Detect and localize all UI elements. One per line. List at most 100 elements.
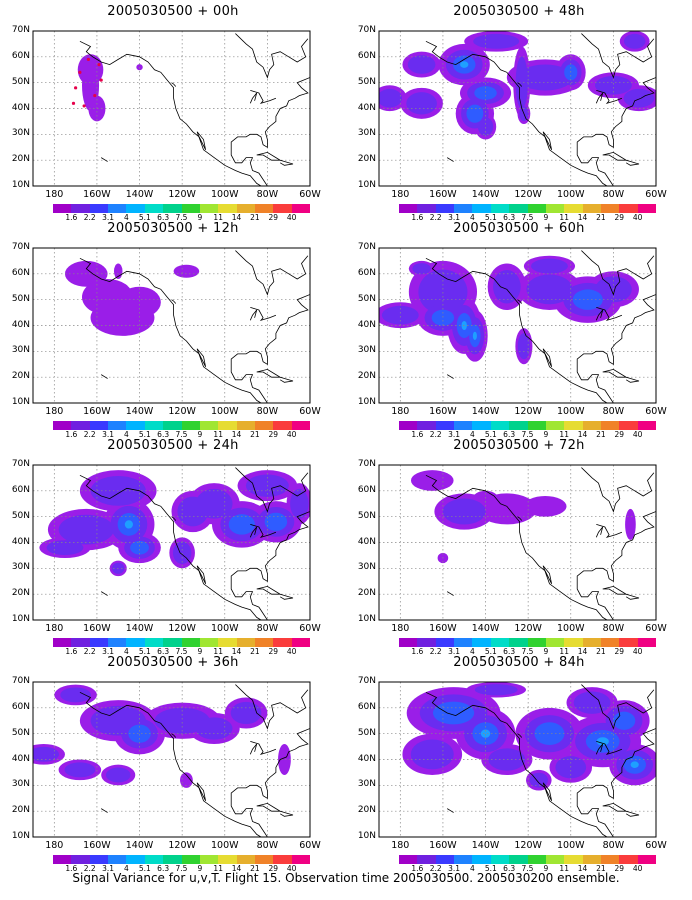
colorbar-label: 21	[596, 213, 606, 222]
colorbar-swatch	[254, 204, 274, 213]
variance-contour	[418, 269, 468, 315]
x-tick-label: 60W	[299, 840, 321, 851]
x-tick-label: 100W	[557, 623, 585, 634]
map-plot	[378, 30, 657, 187]
colorbar-label: 40	[632, 213, 643, 222]
y-tick-label: 60N	[357, 484, 376, 495]
colorbar-swatch	[108, 421, 127, 430]
colorbar-label: 1.6	[65, 213, 78, 222]
x-tick-label: 140W	[471, 840, 500, 851]
colorbar-swatch	[291, 421, 311, 430]
coastline	[446, 808, 454, 813]
variance-contour	[630, 761, 639, 768]
coastline	[581, 33, 655, 79]
observation-dot	[82, 104, 86, 108]
y-tick-label: 60N	[357, 701, 376, 712]
variance-contour	[410, 739, 454, 770]
colorbar-label: 29	[614, 213, 625, 222]
coastline	[595, 743, 604, 755]
colorbar	[53, 204, 311, 213]
colorbar-label: 21	[250, 430, 260, 439]
variance-contour	[472, 331, 477, 340]
colorbar-swatch	[126, 204, 145, 213]
colorbar-label: 29	[614, 430, 625, 439]
coastline	[235, 33, 309, 79]
colorbar-swatch	[564, 855, 583, 864]
colorbar-label: 4	[470, 430, 475, 439]
map-panel: 2005030500 + 60h 70N 60N 50N 40N 30N 20N 10N 180…	[346, 217, 692, 439]
colorbar-label: 1.6	[411, 430, 424, 439]
colorbar-label: 1.6	[411, 647, 424, 656]
x-tick-label: 140W	[471, 189, 500, 200]
y-tick-label: 10N	[11, 831, 30, 841]
x-tick-label: 160W	[429, 840, 457, 851]
colorbar-swatch	[254, 855, 274, 864]
colorbar-label: 14	[577, 213, 588, 222]
variance-contour	[128, 724, 151, 743]
coastline	[517, 733, 523, 738]
y-tick-label: 60N	[11, 701, 30, 712]
map-panel: 2005030500 + 36h 70N 60N 50N 40N 30N 20N 10N 180…	[0, 651, 346, 873]
x-tick-label: 120W	[514, 840, 542, 851]
coastline	[625, 810, 640, 817]
colorbar-label: 21	[250, 213, 260, 222]
variance-contour	[381, 305, 419, 325]
variance-contour	[477, 117, 494, 136]
y-tick-label: 10N	[11, 397, 30, 407]
coastline	[425, 474, 609, 620]
map-plot	[378, 247, 657, 404]
map-frame	[378, 30, 657, 187]
colorbar-label: 14	[231, 213, 242, 222]
y-tick-label: 50N	[357, 76, 376, 87]
colorbar-swatch	[199, 421, 219, 430]
colorbar-label: 3.1	[448, 430, 461, 439]
x-tick-label: 100W	[557, 189, 585, 200]
y-tick-label: 20N	[11, 154, 30, 165]
variance-contour	[195, 717, 233, 740]
coastline	[596, 741, 623, 756]
y-tick-label: 50N	[357, 727, 376, 738]
colorbar-swatch	[254, 421, 274, 430]
x-tick-label: 140W	[471, 623, 500, 634]
colorbar-swatch	[435, 855, 455, 864]
variance-contour	[623, 88, 655, 108]
y-tick-label: 30N	[11, 562, 30, 573]
x-tick-label: 100W	[211, 623, 239, 634]
y-tick-label: 40N	[11, 319, 30, 330]
x-tick-label: 80W	[256, 840, 279, 851]
coastline	[625, 593, 640, 600]
coastline	[171, 299, 177, 304]
colorbar-label: 3.1	[448, 864, 461, 873]
colorbar-swatch	[564, 421, 583, 430]
colorbar-swatch	[53, 204, 72, 213]
coastline	[595, 92, 604, 104]
colorbar-label: 40	[632, 864, 643, 873]
colorbar-swatch	[89, 204, 109, 213]
colorbar-label: 3.1	[102, 647, 115, 656]
colorbar-swatch	[490, 638, 510, 647]
colorbar-swatch	[181, 204, 200, 213]
coastline	[249, 92, 258, 104]
colorbar-label: 29	[614, 864, 625, 873]
colorbar	[399, 638, 657, 647]
variance-contour	[493, 270, 521, 304]
colorbar-swatch	[619, 204, 638, 213]
colorbar	[53, 638, 311, 647]
coastline	[625, 376, 640, 383]
colorbar-label: 40	[286, 864, 297, 873]
coastline	[230, 511, 310, 620]
colorbar-label: 14	[577, 430, 588, 439]
colorbar-swatch	[417, 421, 436, 430]
coastline	[100, 157, 108, 162]
colorbar-swatch	[454, 204, 473, 213]
coastline	[279, 593, 294, 600]
y-tick-label: 30N	[357, 779, 376, 790]
colorbar-swatch	[435, 204, 455, 213]
colorbar-label: 11	[559, 430, 569, 439]
colorbar-label: 7.5	[521, 864, 534, 873]
x-tick-label: 160W	[429, 623, 457, 634]
colorbar-swatch	[600, 204, 620, 213]
colorbar-label: 11	[559, 864, 569, 873]
colorbar-swatch	[254, 638, 274, 647]
colorbar-label: 9	[543, 213, 549, 222]
